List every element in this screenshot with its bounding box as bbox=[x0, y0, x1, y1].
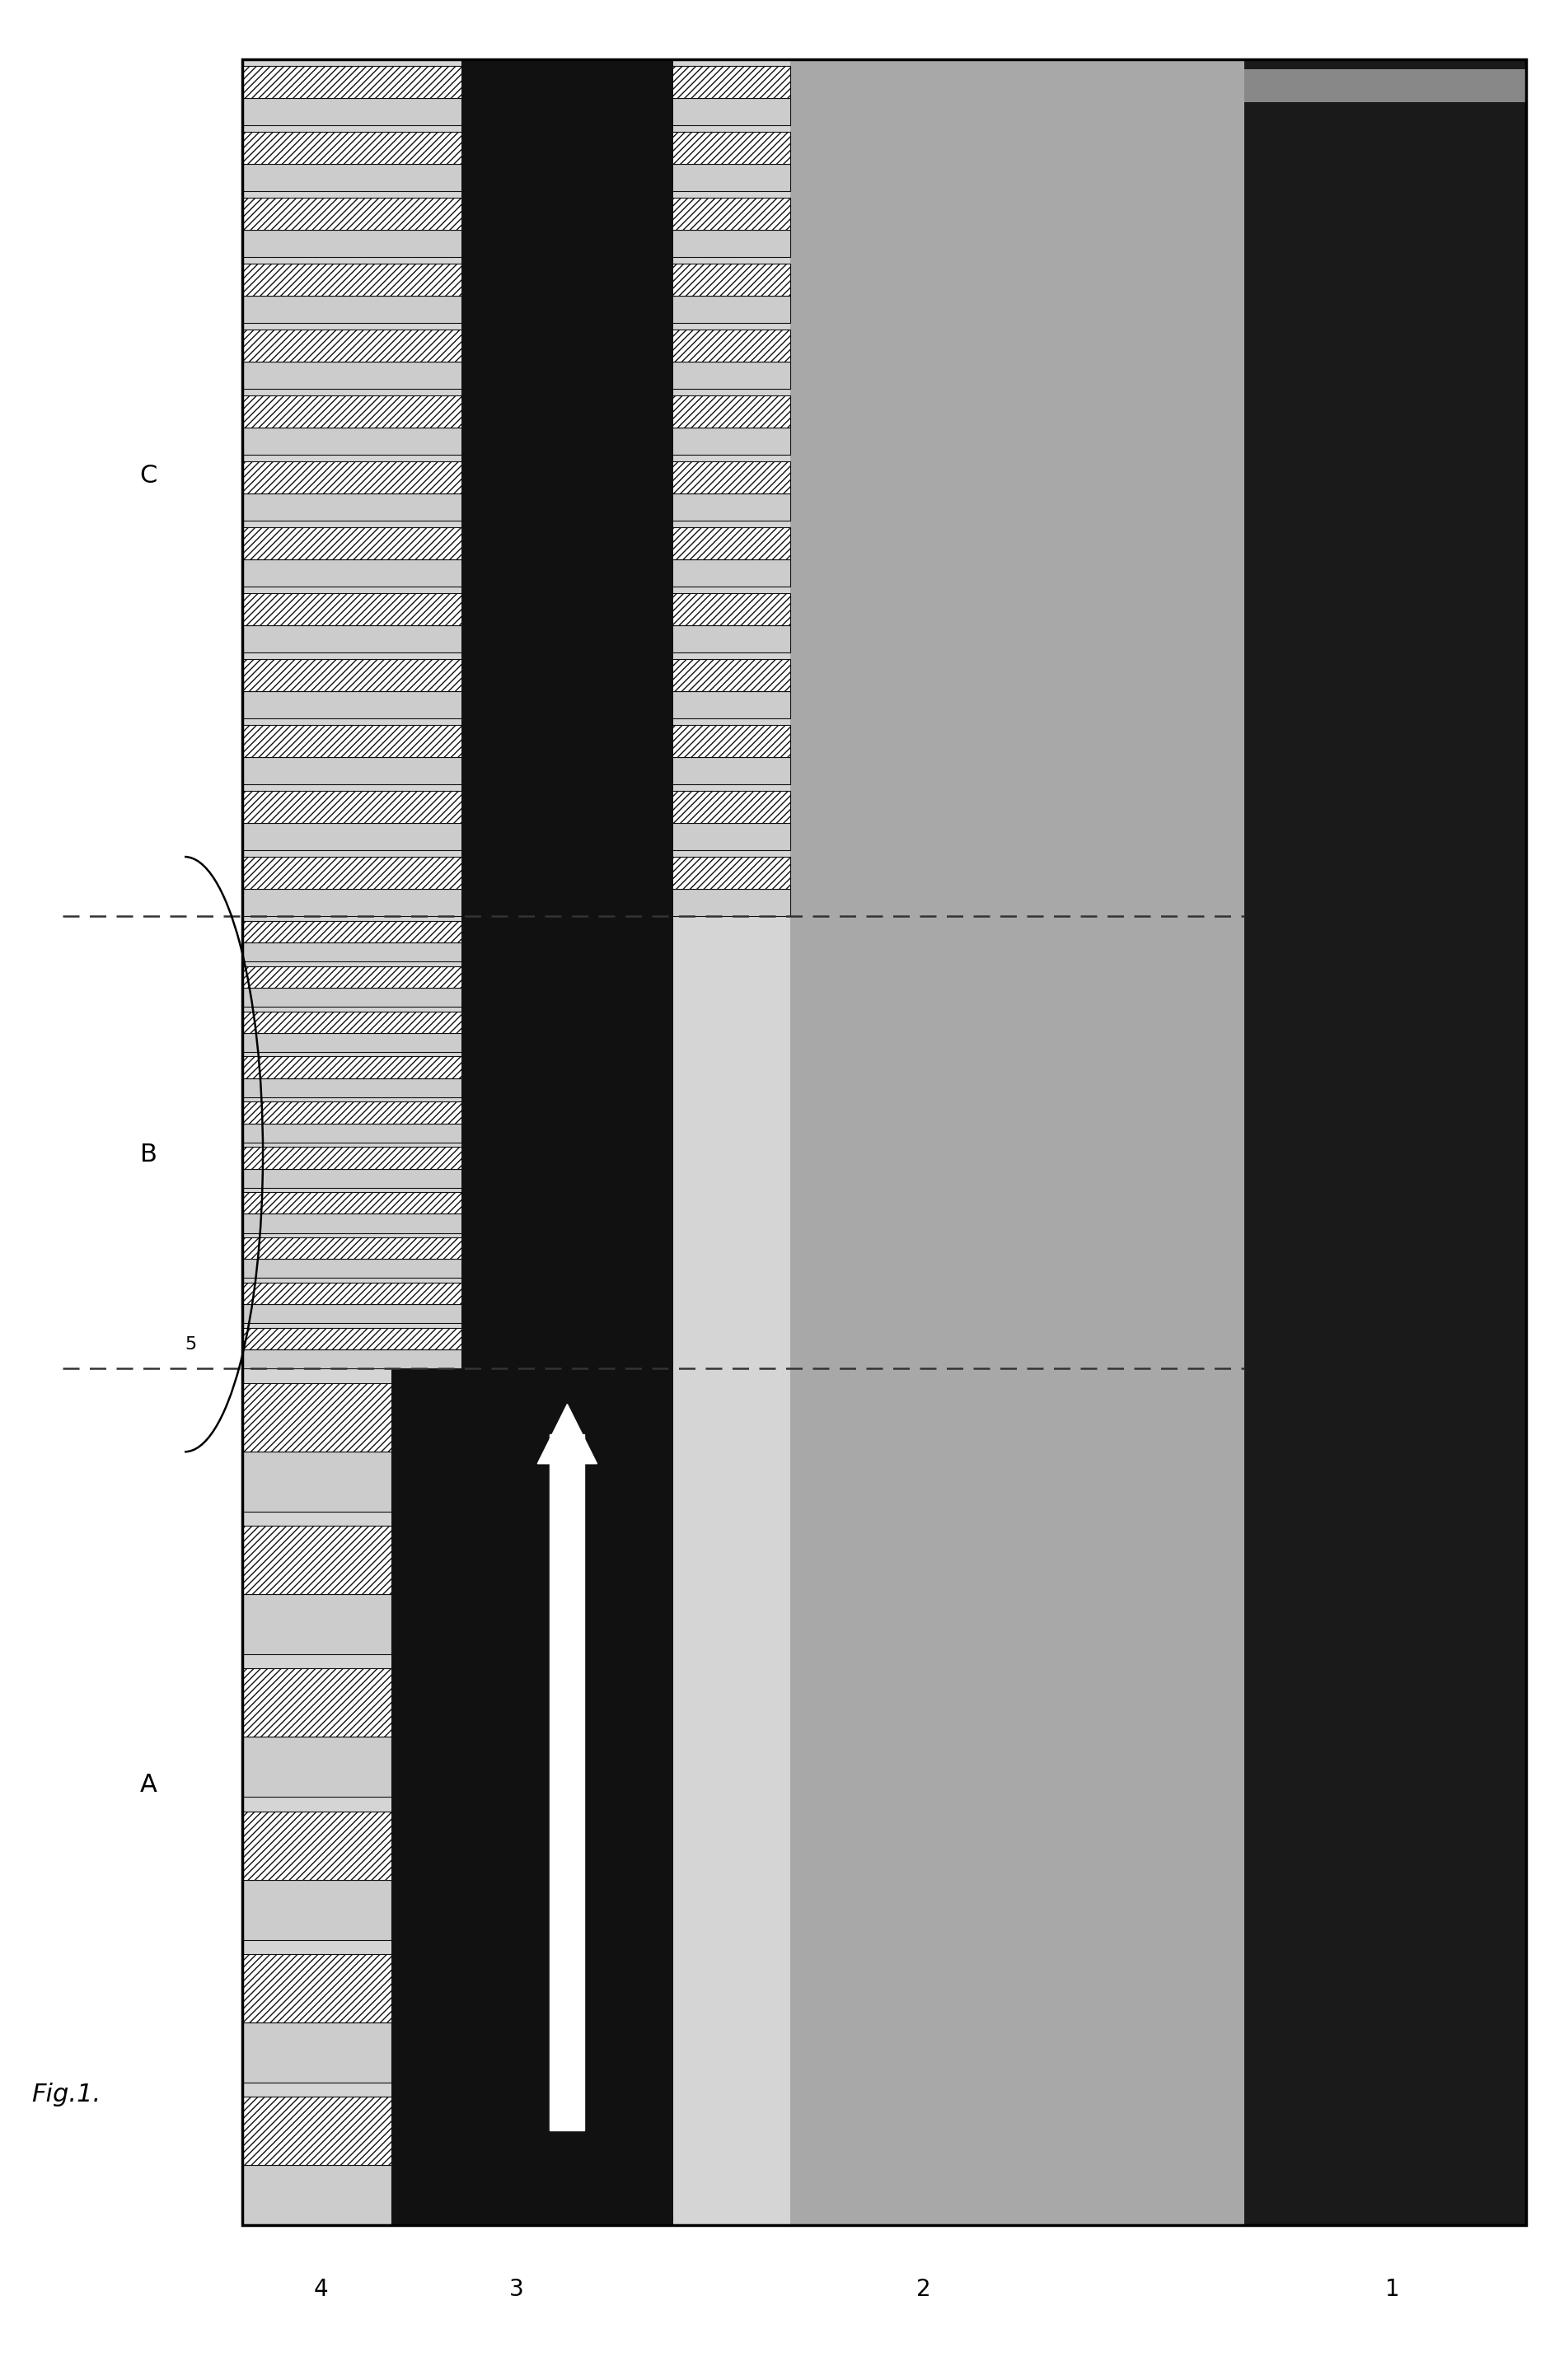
Bar bbox=[242, 559, 790, 588]
Bar bbox=[242, 1147, 532, 1169]
Bar bbox=[242, 690, 790, 719]
Bar bbox=[242, 1102, 532, 1123]
Text: 5: 5 bbox=[185, 1338, 197, 1352]
Bar bbox=[242, 462, 790, 493]
Bar bbox=[391, 1368, 461, 2225]
Bar bbox=[242, 1328, 532, 1349]
Bar bbox=[242, 1283, 532, 1304]
Bar bbox=[242, 1595, 391, 1654]
Bar bbox=[461, 1368, 673, 2225]
Bar bbox=[242, 60, 790, 2225]
Bar bbox=[242, 626, 790, 652]
Bar bbox=[242, 1214, 532, 1233]
Bar bbox=[242, 1304, 532, 1323]
Bar bbox=[242, 1668, 391, 1737]
Bar bbox=[242, 395, 790, 428]
Text: C: C bbox=[139, 464, 158, 488]
Bar bbox=[242, 331, 790, 362]
Polygon shape bbox=[538, 1404, 597, 1464]
Bar bbox=[242, 131, 790, 164]
Bar bbox=[242, 98, 790, 126]
Bar bbox=[242, 1811, 391, 1880]
Bar bbox=[551, 1433, 585, 2130]
Text: 2: 2 bbox=[915, 2278, 931, 2301]
Bar bbox=[242, 1383, 391, 1452]
Bar bbox=[242, 428, 790, 455]
Bar bbox=[242, 921, 532, 942]
Bar bbox=[242, 1259, 532, 1278]
Bar bbox=[242, 1880, 391, 1940]
Bar bbox=[242, 888, 790, 916]
Bar bbox=[242, 2166, 391, 2225]
Bar bbox=[242, 528, 790, 559]
Bar bbox=[242, 757, 790, 785]
Bar bbox=[242, 942, 532, 962]
Text: Fig.1.: Fig.1. bbox=[31, 2082, 100, 2106]
Bar bbox=[242, 1057, 532, 1078]
Bar bbox=[673, 60, 1243, 2225]
Text: 4: 4 bbox=[313, 2278, 328, 2301]
Bar bbox=[461, 60, 673, 916]
Bar bbox=[242, 2023, 391, 2082]
Bar bbox=[1243, 60, 1525, 2225]
Text: 3: 3 bbox=[508, 2278, 524, 2301]
Bar bbox=[242, 295, 790, 324]
Bar bbox=[242, 1737, 391, 1797]
Bar bbox=[242, 1012, 532, 1033]
Bar bbox=[242, 228, 790, 257]
Bar bbox=[242, 1192, 532, 1214]
Bar bbox=[1243, 69, 1525, 102]
Bar bbox=[242, 1452, 391, 1511]
Text: 1: 1 bbox=[1384, 2278, 1400, 2301]
Bar bbox=[242, 823, 790, 850]
Bar bbox=[242, 790, 790, 823]
Bar bbox=[242, 966, 532, 988]
Bar bbox=[242, 1526, 391, 1595]
Bar bbox=[242, 659, 790, 690]
Bar bbox=[242, 1078, 532, 1097]
Text: A: A bbox=[141, 1773, 156, 1797]
Bar bbox=[242, 1349, 532, 1368]
Bar bbox=[242, 593, 790, 626]
Bar bbox=[242, 988, 532, 1007]
Bar bbox=[242, 67, 790, 98]
Bar bbox=[242, 1169, 532, 1188]
Bar bbox=[242, 164, 790, 190]
Bar bbox=[242, 2097, 391, 2166]
Bar bbox=[242, 198, 790, 228]
Bar bbox=[532, 914, 673, 928]
Bar bbox=[242, 60, 1525, 2225]
Bar bbox=[242, 264, 790, 295]
Bar bbox=[242, 1238, 532, 1259]
Bar bbox=[242, 1954, 391, 2023]
Bar bbox=[242, 1123, 532, 1142]
Bar bbox=[461, 916, 673, 1368]
Bar bbox=[242, 362, 790, 388]
Text: B: B bbox=[141, 1142, 156, 1166]
Bar bbox=[242, 493, 790, 521]
Bar bbox=[532, 916, 673, 1368]
Bar bbox=[242, 857, 790, 888]
Bar bbox=[461, 60, 673, 2225]
Bar bbox=[242, 726, 790, 757]
Bar bbox=[242, 1033, 532, 1052]
